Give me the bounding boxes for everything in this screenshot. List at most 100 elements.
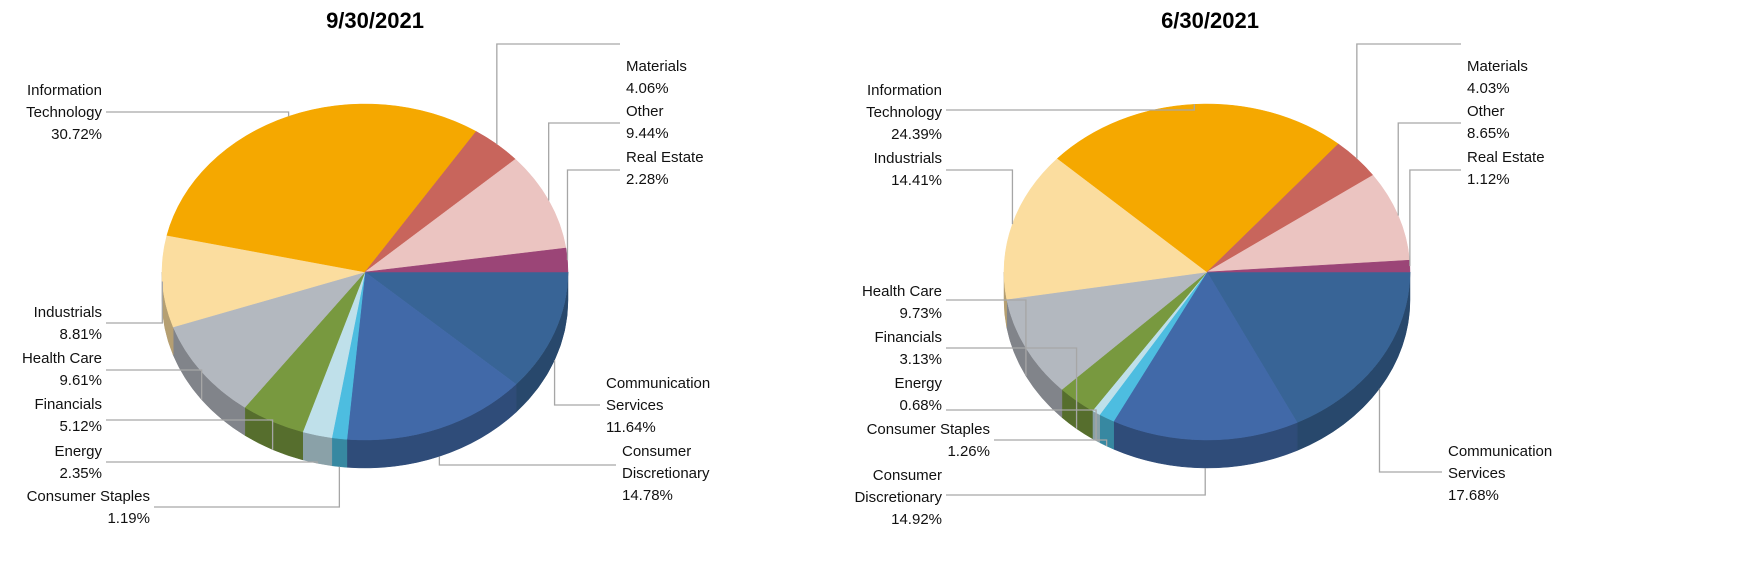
category-label: Communication Services	[606, 375, 711, 414]
leader-line	[946, 347, 1078, 429]
pie-sides	[1003, 271, 1411, 469]
category-label: Other	[1467, 103, 1505, 120]
leader-line	[1356, 43, 1461, 159]
category-label: Industrials	[33, 304, 102, 321]
category-label: Information Technology	[26, 82, 102, 121]
slice-side	[331, 437, 348, 468]
pie-top	[161, 103, 569, 441]
value-label: 9.73%	[899, 305, 942, 322]
data-label: Information Technology 24.39%	[802, 80, 942, 146]
value-label: 30.72%	[51, 126, 102, 143]
leader-line	[946, 467, 1206, 496]
value-label: 9.44%	[626, 125, 669, 142]
data-label: Information Technology 30.72%	[0, 80, 102, 146]
value-label: 4.06%	[626, 80, 669, 97]
data-label: Consumer Discretionary 14.78%	[622, 441, 762, 507]
slice	[1206, 271, 1411, 423]
category-label: Communication Services	[1448, 443, 1553, 482]
data-label: Real Estate 2.28%	[626, 147, 766, 191]
leader-line	[1397, 122, 1461, 216]
category-label: Energy	[894, 375, 942, 392]
data-label: Materials 4.06%	[626, 56, 766, 100]
leader-line	[946, 299, 1027, 376]
slice	[346, 271, 517, 441]
category-label: Consumer Staples	[866, 421, 990, 438]
leader-line	[106, 419, 274, 450]
data-label: Energy 2.35%	[0, 441, 102, 485]
value-label: 8.81%	[59, 326, 102, 343]
chart-title: 9/30/2021	[326, 8, 424, 33]
category-label: Real Estate	[1467, 149, 1545, 166]
category-label: Financials	[34, 396, 102, 413]
category-label: Financials	[874, 329, 942, 346]
data-label: Consumer Staples 1.19%	[10, 486, 150, 530]
value-label: 2.35%	[59, 465, 102, 482]
category-label: Real Estate	[626, 149, 704, 166]
data-label: Industrials 8.81%	[0, 302, 102, 346]
category-label: Other	[626, 103, 664, 120]
leader-line	[438, 456, 616, 466]
value-label: 1.19%	[107, 510, 150, 527]
data-label: Health Care 9.73%	[802, 281, 942, 325]
category-label: Information Technology	[866, 82, 942, 121]
category-label: Health Care	[21, 350, 102, 367]
slice	[364, 271, 569, 385]
leader-line	[553, 360, 600, 406]
value-label: 14.78%	[622, 487, 673, 504]
leader-line	[1409, 169, 1461, 267]
category-label: Materials	[626, 58, 687, 75]
leader-line	[946, 169, 1014, 225]
data-label: Financials 5.12%	[0, 394, 102, 438]
data-label: Industrials 14.41%	[802, 148, 942, 192]
category-label: Consumer Discretionary	[854, 467, 942, 506]
data-label: Consumer Discretionary 14.92%	[802, 465, 942, 531]
data-label: Communication Services 17.68%	[1448, 441, 1588, 507]
category-label: Consumer Discretionary	[622, 443, 710, 482]
value-label: 17.68%	[1448, 487, 1499, 504]
leader-line	[946, 104, 1195, 111]
value-label: 8.65%	[1467, 125, 1510, 142]
leader-line	[946, 409, 1097, 441]
pie-top	[1003, 103, 1411, 441]
value-label: 4.03%	[1467, 80, 1510, 97]
value-label: 5.12%	[59, 418, 102, 435]
data-label: Energy 0.68%	[802, 373, 942, 417]
category-label: Energy	[54, 443, 102, 460]
leader-line	[1378, 388, 1442, 473]
value-label: 11.64%	[606, 419, 656, 436]
value-label: 1.26%	[947, 443, 990, 460]
data-label: Materials 4.03%	[1467, 56, 1607, 100]
leader-line	[548, 122, 620, 201]
slice	[1113, 271, 1298, 441]
slice	[166, 103, 477, 273]
leader-line	[994, 439, 1108, 447]
category-label: Materials	[1467, 58, 1528, 75]
data-label: Other 9.44%	[626, 101, 766, 145]
leader-line	[496, 43, 620, 145]
category-label: Health Care	[861, 283, 942, 300]
value-label: 9.61%	[59, 372, 102, 389]
data-label: Consumer Staples 1.26%	[850, 419, 990, 463]
value-label: 24.39%	[891, 126, 942, 143]
data-label: Financials 3.13%	[802, 327, 942, 371]
value-label: 1.12%	[1467, 171, 1510, 188]
leader-line	[106, 111, 290, 117]
leader-line	[154, 466, 341, 508]
leader-line	[106, 281, 163, 324]
value-label: 14.92%	[891, 511, 942, 528]
slice	[364, 158, 567, 273]
data-label: Real Estate 1.12%	[1467, 147, 1607, 191]
data-label: Other 8.65%	[1467, 101, 1607, 145]
value-label: 3.13%	[899, 351, 942, 368]
category-label: Industrials	[873, 150, 942, 167]
leader-line	[106, 369, 203, 400]
value-label: 14.41%	[891, 172, 942, 189]
data-label: Health Care 9.61%	[0, 348, 102, 392]
value-label: 0.68%	[899, 397, 942, 414]
leader-line	[566, 169, 620, 260]
value-label: 2.28%	[626, 171, 669, 188]
leader-line	[106, 461, 318, 464]
data-label: Communication Services 11.64%	[606, 373, 746, 439]
